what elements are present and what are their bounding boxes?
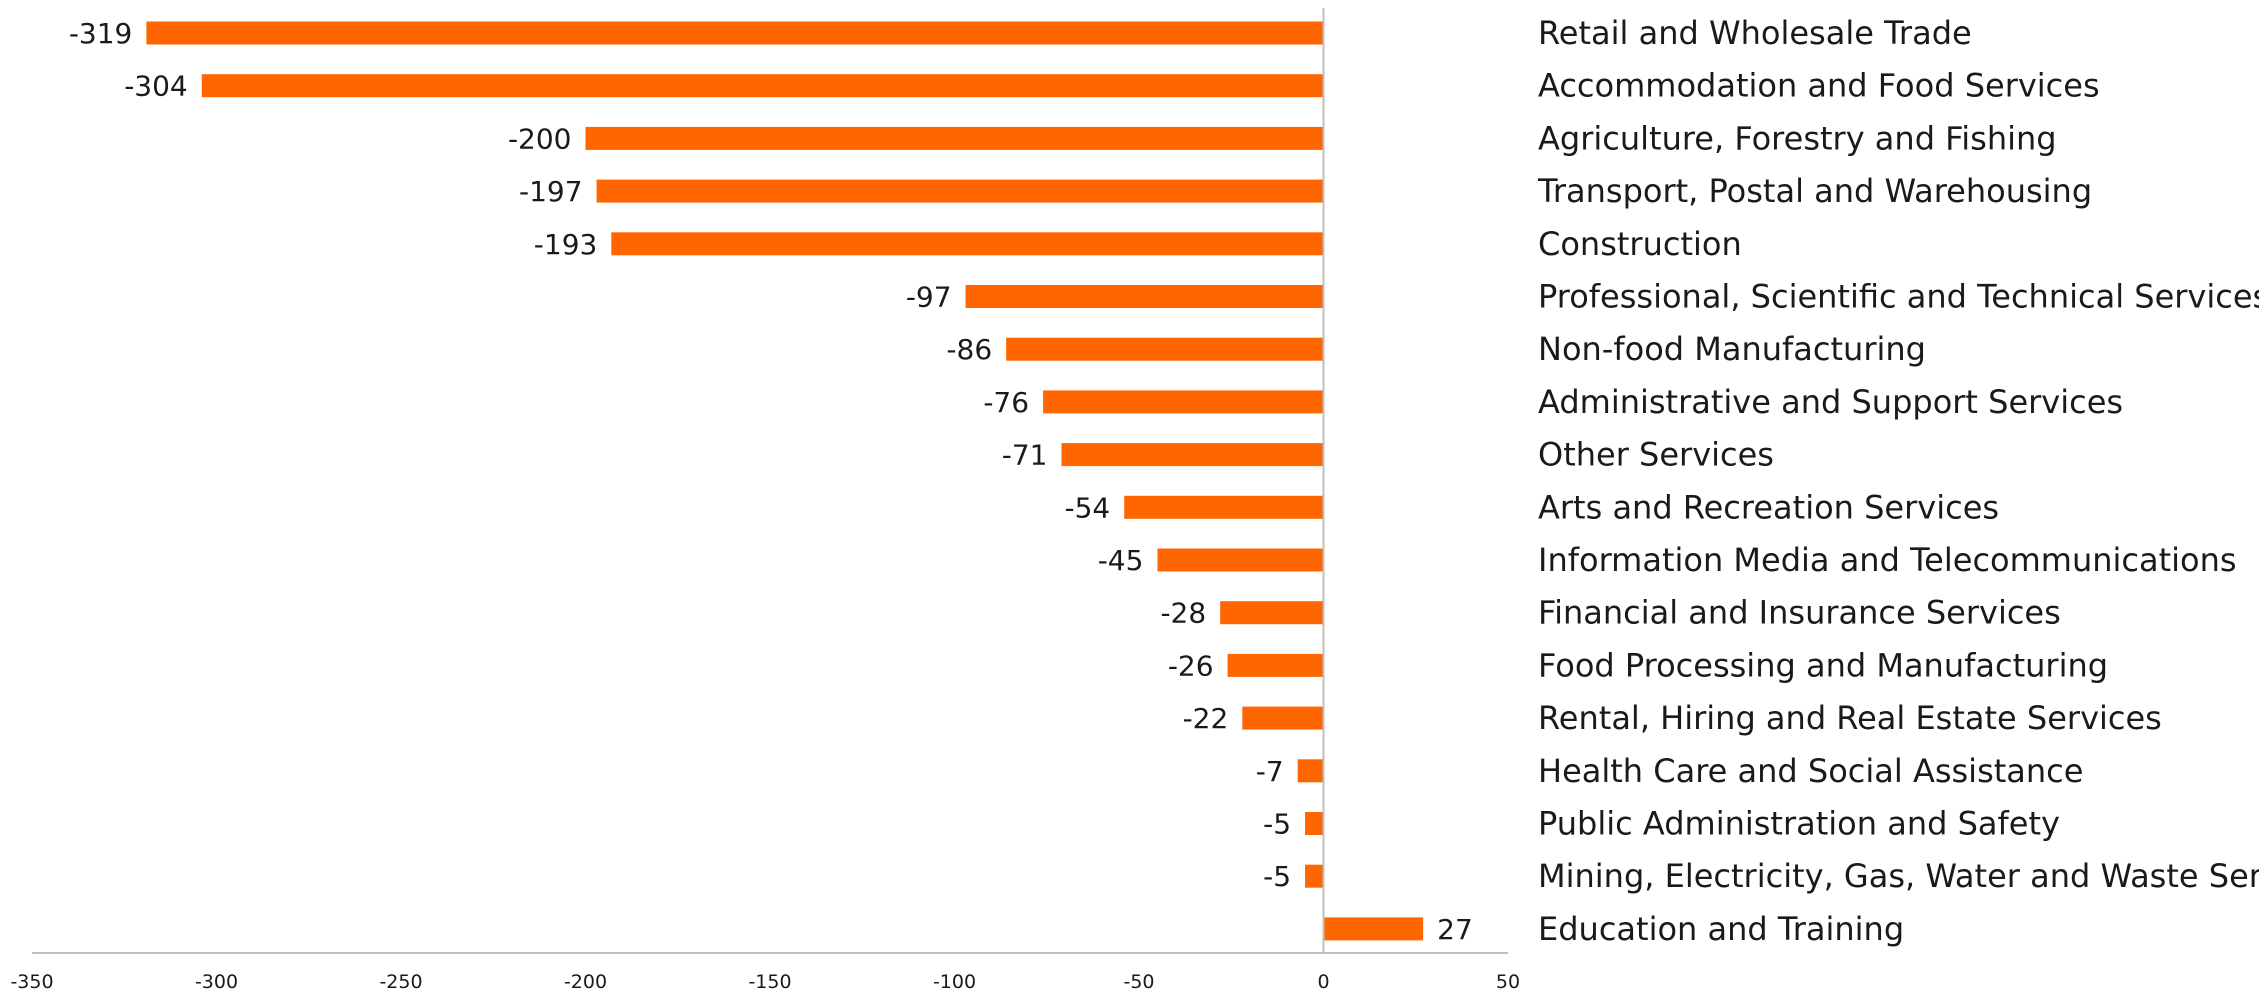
category-label: Transport, Postal and Warehousing: [1537, 172, 2092, 210]
bar-value-label: -45: [1098, 544, 1144, 577]
bar: [1043, 390, 1324, 414]
category-labels-group: Retail and Wholesale Trade Accommodation …: [1537, 14, 2259, 948]
bar: [965, 285, 1324, 308]
bar: [1323, 917, 1424, 941]
bar: [596, 179, 1324, 203]
x-tick-label: -250: [379, 971, 422, 993]
category-label: Administrative and Support Services: [1538, 383, 2123, 421]
category-label: Accommodation and Food Services: [1538, 67, 2100, 105]
bar: [1006, 337, 1324, 361]
bar-value-label: -193: [534, 228, 598, 261]
category-label: Professional, Scientific and Technical S…: [1538, 278, 2259, 316]
bar: [1220, 601, 1324, 625]
category-label: Rental, Hiring and Real Estate Services: [1538, 699, 2162, 737]
bar-value-label: -304: [124, 70, 188, 103]
bar-value-label: -197: [519, 175, 583, 208]
bar: [611, 232, 1324, 256]
category-label: Financial and Insurance Services: [1538, 594, 2061, 632]
bar-value-label: -76: [983, 386, 1029, 419]
x-tick-label: -350: [10, 971, 53, 993]
bar-value-label: -319: [69, 17, 133, 50]
bar: [201, 74, 1324, 98]
category-label: Information Media and Telecommunications: [1538, 541, 2237, 579]
category-label: Arts and Recreation Services: [1538, 488, 1999, 526]
bar-value-label: -28: [1160, 597, 1206, 630]
category-label: Agriculture, Forestry and Fishing: [1538, 119, 2057, 157]
x-tick-label: -100: [933, 971, 976, 993]
bar: [1227, 653, 1324, 677]
bar: [1157, 548, 1324, 572]
category-label: Construction: [1538, 225, 1742, 263]
bar: [585, 126, 1324, 150]
category-label: Non-food Manufacturing: [1538, 330, 1926, 368]
x-tick-label: -150: [748, 971, 791, 993]
bar-value-label: -7: [1256, 755, 1284, 788]
bar-value-label: -5: [1263, 808, 1291, 841]
x-tick-label: -300: [195, 971, 238, 993]
bar-value-label: -71: [1002, 439, 1048, 472]
bar: [1305, 864, 1324, 888]
category-label: Education and Training: [1538, 910, 1904, 948]
bar: [1305, 812, 1324, 835]
category-label: Mining, Electricity, Gas, Water and Wast…: [1538, 857, 2259, 895]
bar: [1061, 443, 1324, 467]
x-tick-label: 50: [1496, 971, 1520, 993]
category-label: Health Care and Social Assistance: [1538, 752, 2083, 790]
bar-value-label: -200: [508, 122, 572, 155]
bars-group: [146, 21, 1424, 941]
category-label: Food Processing and Manufacturing: [1538, 646, 2108, 684]
bar: [1297, 759, 1324, 783]
bar-value-label: -97: [906, 281, 952, 314]
bar-value-label: -22: [1183, 702, 1229, 735]
category-label: Public Administration and Safety: [1538, 805, 2060, 843]
x-tick-label: -50: [1123, 971, 1154, 993]
bar: [146, 21, 1324, 45]
x-tick-label: -200: [564, 971, 607, 993]
category-label: Retail and Wholesale Trade: [1538, 14, 1972, 52]
bar: [1242, 706, 1324, 730]
axes-group: -350 -300 -250 -200 -150 -100 -50 0 50: [10, 8, 1520, 993]
bar: [1124, 495, 1324, 519]
x-tick-label: 0: [1317, 971, 1329, 993]
bar-value-label: -86: [946, 333, 992, 366]
bar-value-label: -54: [1065, 491, 1111, 524]
bar-value-label: -26: [1168, 649, 1214, 682]
category-label: Other Services: [1538, 436, 1774, 474]
bar-value-label: -5: [1263, 860, 1291, 893]
bar-labels-group: -319 -304 -200 -197 -193 -97 -86 -76 -71 -54 -45 -2…: [69, 17, 1473, 946]
bar-value-label: 27: [1437, 913, 1473, 946]
